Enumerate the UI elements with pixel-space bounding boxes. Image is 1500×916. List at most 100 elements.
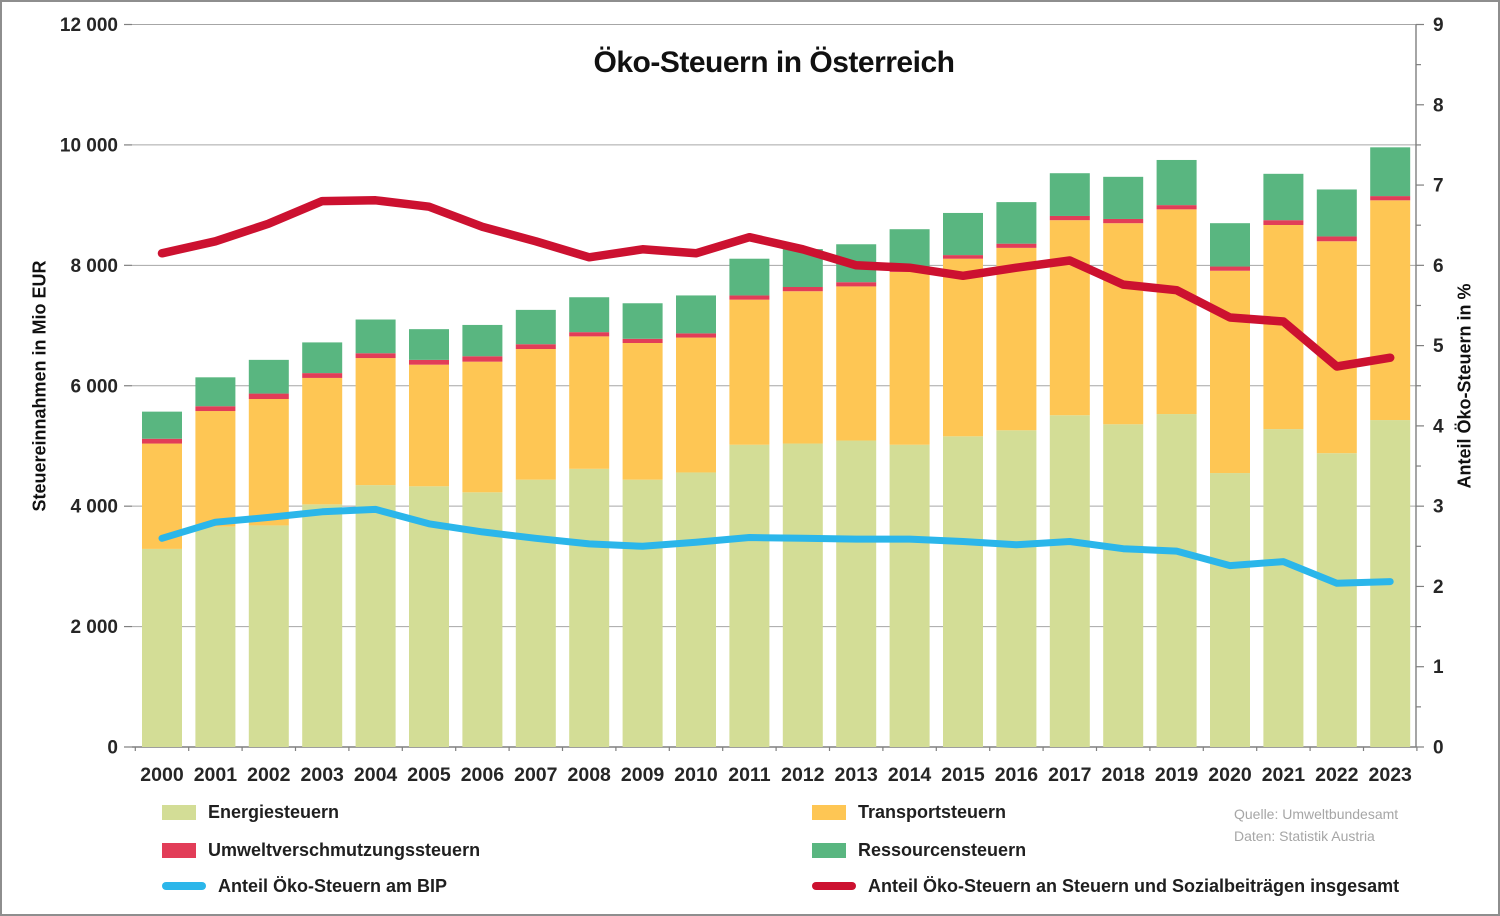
y-right-tick-label: 4 [1433, 416, 1444, 437]
bar-segment-umweltverschmutzungssteuern-2013 [836, 282, 877, 287]
source-note: Quelle: Umweltbundesamt Daten: Statistik… [1234, 803, 1398, 847]
bar-segment-energiesteuern-2007 [515, 479, 556, 747]
legend-item-ressourcensteuern: Ressourcensteuern [812, 840, 1026, 860]
bip-line [158, 505, 1394, 587]
legend-label: Umweltverschmutzungssteuern [208, 839, 481, 860]
year-label: 2012 [781, 764, 825, 786]
year-label: 2016 [995, 764, 1039, 786]
steuern-line-swatch [812, 882, 856, 890]
bar-segment-transportsteuern-2009 [622, 343, 663, 480]
legend-item-energiesteuern: Energiesteuern [162, 802, 339, 822]
y-left-tick-label: 8 000 [70, 256, 118, 277]
bar-segment-ressourcensteuern-2009 [622, 303, 663, 339]
y-right-tick-label: 0 [1433, 738, 1444, 759]
year-label: 2018 [1102, 764, 1146, 786]
legend-label: Ressourcensteuern [858, 839, 1027, 860]
y-right-tick-label: 3 [1433, 497, 1444, 518]
bar-segment-transportsteuern-2001 [195, 411, 236, 527]
legend-item-transportsteuern: Transportsteuern [812, 802, 1006, 822]
year-label: 2010 [674, 764, 718, 786]
bar-segment-umweltverschmutzungssteuern-2016 [996, 243, 1037, 248]
bar-segment-umweltverschmutzungssteuern-2021 [1263, 220, 1304, 225]
year-label: 2017 [1048, 764, 1091, 786]
bar-segment-transportsteuern-2023 [1370, 200, 1411, 421]
bar-segment-umweltverschmutzungssteuern-2017 [1049, 215, 1090, 221]
year-label: 2000 [140, 764, 184, 786]
bar-segment-transportsteuern-2015 [943, 258, 983, 437]
bar-segment-ressourcensteuern-2020 [1210, 223, 1250, 267]
bar-segment-ressourcensteuern-2019 [1156, 159, 1197, 206]
legend-label: Anteil Öko-Steuern an Steuern und Sozial… [868, 875, 1400, 896]
bar-segment-energiesteuern-2022 [1316, 453, 1357, 747]
bar-segment-ressourcensteuern-2001 [195, 377, 236, 407]
year-label: 2022 [1315, 764, 1359, 786]
bar-segment-ressourcensteuern-2007 [515, 309, 556, 345]
bar-segment-energiesteuern-2016 [996, 430, 1037, 747]
year-label: 2006 [461, 764, 505, 786]
bar-segment-umweltverschmutzungssteuern-2012 [782, 287, 823, 292]
y-left-tick-label: 4 000 [70, 497, 118, 518]
bar-segment-transportsteuern-2011 [729, 299, 770, 445]
legend-item-umweltverschmutzungssteuern: Umweltverschmutzungssteuern [162, 840, 480, 860]
y-left-tick-label: 2 000 [70, 617, 118, 638]
y-axis-right-title: Anteil Öko-Steuern in % [1454, 283, 1475, 489]
bar-segment-energiesteuern-2012 [782, 443, 823, 747]
bar-segment-transportsteuern-2008 [569, 336, 610, 469]
bar-segment-ressourcensteuern-2006 [462, 324, 503, 357]
legend-item-anteil-steuern: Anteil Öko-Steuern an Steuern und Sozial… [812, 876, 1399, 896]
bar-segment-umweltverschmutzungssteuern-2015 [943, 255, 983, 259]
bar-segment-umweltverschmutzungssteuern-2004 [355, 353, 396, 359]
y-left-tick-label: 12 000 [60, 15, 118, 36]
bar-segment-energiesteuern-2010 [676, 472, 716, 747]
bar-segment-ressourcensteuern-2016 [996, 202, 1037, 244]
bar-segment-energiesteuern-2021 [1263, 429, 1304, 747]
bar-segment-energiesteuern-2001 [195, 526, 236, 747]
year-label: 2004 [354, 764, 398, 786]
bar-segment-ressourcensteuern-2022 [1316, 189, 1357, 237]
bar-segment-transportsteuern-2020 [1210, 270, 1250, 474]
bar-segment-ressourcensteuern-2015 [943, 212, 983, 256]
y-right-tick-label: 9 [1433, 15, 1444, 36]
bar-segment-umweltverschmutzungssteuern-2018 [1103, 218, 1144, 224]
bar-segment-energiesteuern-2019 [1156, 414, 1197, 747]
year-label: 2008 [568, 764, 612, 786]
bar-segment-energiesteuern-2008 [569, 468, 610, 747]
bar-segment-transportsteuern-2013 [836, 286, 877, 441]
steuern-sozialbeitraege-line [157, 196, 1395, 371]
year-label: 2003 [301, 764, 345, 786]
bar-segment-transportsteuern-2005 [409, 364, 449, 487]
year-label: 2023 [1369, 764, 1413, 786]
year-label: 2011 [728, 764, 770, 786]
bar-segment-umweltverschmutzungssteuern-2002 [248, 393, 289, 399]
bar-segment-ressourcensteuern-2010 [676, 295, 716, 334]
energiesteuern-swatch [162, 804, 196, 820]
bar-segment-transportsteuern-2017 [1049, 220, 1090, 416]
y-right-tick-label: 7 [1433, 176, 1444, 197]
bar-segment-ressourcensteuern-2000 [142, 411, 182, 439]
bar-segment-transportsteuern-2019 [1156, 209, 1197, 415]
bar-segment-ressourcensteuern-2017 [1049, 173, 1090, 216]
legend-item-anteil-bip: Anteil Öko-Steuern am BIP [162, 876, 447, 896]
bar-segment-umweltverschmutzungssteuern-2007 [515, 344, 556, 350]
legend-label: Energiesteuern [208, 801, 340, 822]
bar-segment-energiesteuern-2000 [142, 548, 182, 747]
y-axis-left-title: Steuereinnahmen in Mio EUR [29, 260, 50, 512]
source-line-1: Quelle: Umweltbundesamt [1234, 806, 1399, 822]
bar-segment-energiesteuern-2011 [729, 444, 770, 747]
y-right-tick-label: 8 [1433, 95, 1444, 116]
bar-segment-transportsteuern-2012 [782, 291, 823, 444]
bar-segment-energiesteuern-2020 [1210, 473, 1250, 747]
bar-segment-energiesteuern-2014 [889, 444, 930, 747]
year-label: 2020 [1208, 764, 1252, 786]
bar-segment-transportsteuern-2014 [889, 271, 930, 445]
bar-segment-umweltverschmutzungssteuern-2000 [142, 438, 182, 444]
umweltverschmutzungssteuern-swatch [162, 842, 196, 858]
bar-segment-energiesteuern-2005 [409, 486, 449, 747]
y-right-tick-label: 5 [1433, 336, 1444, 357]
year-label: 2021 [1262, 764, 1306, 786]
bar-segment-umweltverschmutzungssteuern-2020 [1210, 266, 1250, 271]
bar-segment-energiesteuern-2002 [248, 525, 289, 747]
y-left-tick-label: 0 [107, 738, 118, 759]
